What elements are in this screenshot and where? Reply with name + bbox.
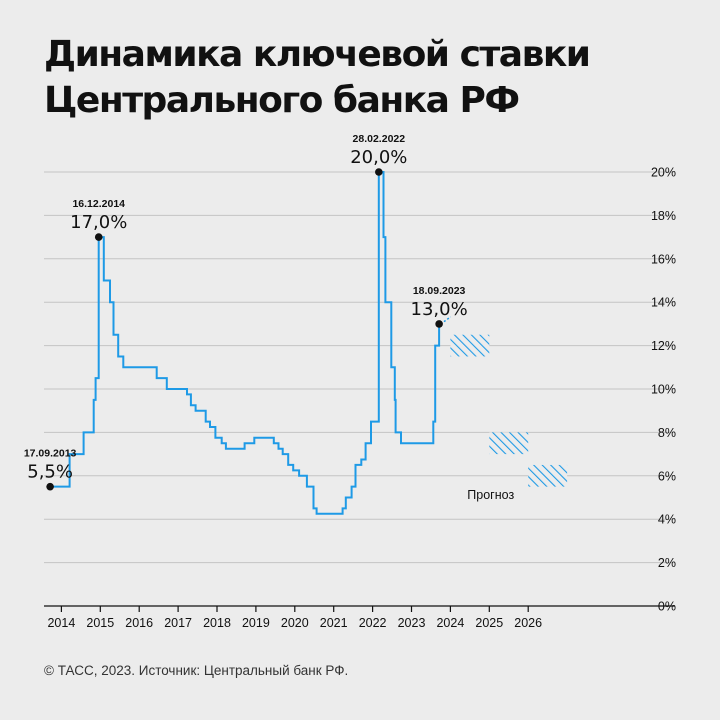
- x-tick-label: 2023: [398, 616, 426, 630]
- y-tick-label: 12%: [651, 339, 676, 353]
- x-tick-label: 2014: [47, 616, 75, 630]
- y-tick-label: 14%: [651, 296, 676, 310]
- y-tick-label: 18%: [651, 209, 676, 223]
- title-line-1: Динамика ключевой ставки: [44, 34, 591, 75]
- x-axis-ticks: 2014 2015 2016 2017 2018 2019 2020 2021 2022 2023…: [47, 606, 542, 630]
- annotation-dot: [375, 168, 383, 176]
- series-line: [50, 171, 441, 515]
- x-tick-label: 2016: [125, 616, 153, 630]
- annotation-value: 17,0%: [70, 212, 127, 233]
- x-tick-label: 2024: [436, 616, 464, 630]
- x-tick-label: 2022: [359, 616, 387, 630]
- annotation-value: 5,5%: [27, 462, 73, 483]
- y-tick-label: 10%: [651, 383, 676, 397]
- y-tick-label: 20%: [651, 166, 676, 180]
- source-note: © ТАСС, 2023. Источник: Центральный банк…: [44, 663, 349, 678]
- x-tick-label: 2019: [242, 616, 270, 630]
- annotation-date: 18.09.2023: [413, 285, 466, 297]
- x-tick-label: 2018: [203, 616, 231, 630]
- y-tick-label: 8%: [658, 426, 676, 440]
- forecast-range: [528, 464, 568, 487]
- annotation-date: 16.12.2014: [72, 198, 125, 210]
- y-tick-label: 2%: [658, 556, 676, 570]
- forecast-range: [450, 334, 490, 357]
- forecast-label: Прогноз: [467, 488, 514, 502]
- y-tick-label: 0%: [658, 600, 676, 614]
- y-axis-ticks: 0% 2% 4% 6% 8% 10% 12% 14% 16% 18% 20%: [651, 166, 676, 614]
- series: [50, 171, 452, 515]
- annotation-value: 13,0%: [411, 299, 468, 320]
- x-tick-label: 2017: [164, 616, 192, 630]
- annotation-dot: [435, 320, 443, 328]
- annotations: 17.09.2013 5,5% 16.12.2014 17,0% 28.02.2022 2…: [24, 133, 468, 491]
- annotation-date: 28.02.2022: [353, 133, 406, 145]
- y-tick-label: 4%: [658, 513, 676, 527]
- annotation-dot: [94, 233, 103, 241]
- x-tick-label: 2025: [475, 616, 503, 630]
- x-tick-label: 2015: [86, 616, 114, 630]
- page-title: Динамика ключевой ставки Центрального ба…: [44, 32, 591, 124]
- annotation-value: 20,0%: [350, 147, 407, 168]
- grid: [44, 171, 675, 607]
- x-tick-label: 2021: [320, 616, 348, 630]
- forecast-range: [489, 432, 529, 455]
- y-tick-label: 16%: [651, 252, 676, 266]
- x-tick-label: 2020: [281, 616, 309, 630]
- y-tick-label: 6%: [658, 469, 676, 483]
- annotation-dot: [46, 482, 54, 491]
- x-tick-label: 2026: [514, 616, 542, 630]
- forecast-ranges: Прогноз: [450, 334, 568, 502]
- title-line-2: Центрального банка РФ: [44, 80, 520, 121]
- annotation-date: 17.09.2013: [24, 448, 77, 460]
